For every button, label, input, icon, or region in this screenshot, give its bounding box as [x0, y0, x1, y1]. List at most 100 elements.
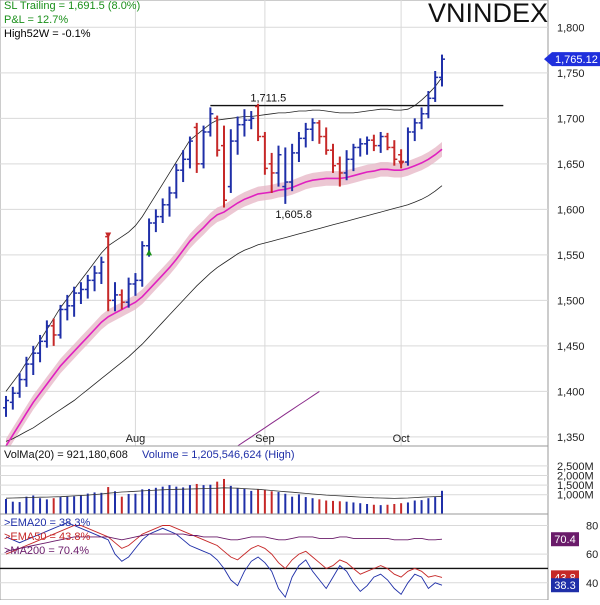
price-bar — [43, 320, 50, 348]
price-bar — [289, 143, 296, 192]
breadth-tick-label: 40 — [586, 578, 598, 590]
ema20-line — [5, 148, 443, 447]
breadth-value-label: 70.4 — [554, 534, 575, 546]
price-bar — [173, 163, 180, 199]
price-bar — [302, 122, 309, 148]
price-tick-label: 1,500 — [557, 295, 585, 307]
price-bar — [357, 138, 364, 157]
price-bar — [132, 273, 139, 296]
price-tick-label: 1,550 — [557, 250, 585, 262]
breadth-legend-entry: >MA200 = 70.4% — [4, 545, 89, 557]
volume-tick-label: 2,000M — [557, 470, 594, 482]
low-annotation-label: 1,605.8 — [275, 209, 312, 221]
breadth-legend-entry: >EMA20 = 38.3% — [4, 517, 90, 529]
price-tick-label: 1,700 — [557, 113, 585, 125]
volume-tick-label: 1,500M — [557, 480, 594, 492]
price-bar — [118, 289, 125, 310]
price-bar — [275, 145, 282, 187]
volume-frame — [0, 445, 549, 515]
price-bar — [391, 140, 398, 166]
breadth-value-tag — [551, 578, 579, 593]
volume-ma-line — [5, 487, 443, 499]
price-bar — [207, 107, 214, 137]
volume-ma-title: VolMa(20) = 921,180,608 — [4, 449, 128, 461]
resistance-label: 1,711.5 — [250, 93, 286, 105]
price-bar — [3, 395, 9, 417]
price-frame — [0, 0, 549, 447]
ma50-line — [5, 185, 443, 442]
price-bar — [384, 132, 391, 151]
price-bar — [139, 241, 146, 287]
price-bar — [350, 143, 357, 172]
info-line: P&L = 12.7% — [4, 14, 68, 26]
volume-tick-label: 2,500M — [557, 461, 594, 473]
price-tick-label: 1,350 — [557, 432, 585, 444]
price-bar — [50, 318, 57, 346]
price-bar — [193, 122, 200, 173]
price-bar — [309, 118, 316, 142]
price-bar — [9, 386, 16, 410]
price-bar — [343, 150, 350, 181]
price-bar — [364, 136, 371, 155]
price-bar — [418, 107, 425, 130]
price-bar — [125, 277, 132, 308]
price-tick-label: 1,400 — [557, 386, 585, 398]
price-bar — [261, 131, 268, 175]
last-price-label: 1,765.12 — [555, 54, 598, 66]
price-bar — [30, 345, 37, 376]
breadth-panel: 40 60 80 >EMA20 = 38.3% >EMA50 = 43.8% >MA200… — [0, 513, 598, 601]
price-bar — [98, 256, 105, 284]
volume-tick-label: 1,000M — [557, 490, 594, 502]
price-bar — [282, 147, 289, 204]
breadth-series-line — [5, 525, 443, 578]
up-arrow-icon — [146, 249, 153, 256]
price-bar — [180, 150, 187, 183]
breadth-legend-entry: >EMA50 = 43.8% — [4, 531, 90, 543]
last-price-tag — [544, 52, 600, 67]
price-bar — [268, 152, 275, 193]
price-tick-label: 1,600 — [557, 204, 585, 216]
price-bar — [16, 373, 23, 398]
price-bar — [186, 136, 193, 169]
price-bar — [91, 265, 98, 292]
price-bar — [404, 127, 411, 166]
price-bar — [64, 294, 71, 321]
price-bar — [227, 129, 234, 193]
price-bar — [370, 134, 377, 152]
breadth-value-label: 38.3 — [554, 580, 575, 592]
price-bar — [425, 91, 432, 119]
price-bar — [316, 120, 323, 144]
price-bar — [330, 143, 336, 173]
ma200-line — [237, 390, 320, 447]
price-bar — [112, 282, 118, 312]
breadth-series-line — [5, 522, 443, 599]
price-bar — [432, 70, 439, 102]
info-line: SL Trailing = 1,691.5 (8.0%) — [4, 0, 140, 12]
price-bar — [166, 186, 173, 217]
price-bar — [234, 116, 241, 155]
month-label: Aug — [126, 433, 146, 445]
price-tick-label: 1,750 — [557, 68, 585, 80]
price-bar — [439, 54, 445, 87]
price-bar — [159, 198, 166, 223]
breadth-value-tag — [551, 532, 579, 547]
bollinger-upper-line — [5, 77, 443, 392]
price-bar — [23, 356, 30, 387]
price-bar — [377, 131, 384, 153]
price-bar — [71, 286, 78, 317]
price-bar — [77, 282, 84, 305]
volume-title: Volume = 1,205,546,624 (High) — [142, 449, 295, 461]
price-bar — [37, 334, 44, 363]
price-bar — [295, 131, 302, 163]
price-bar — [200, 125, 207, 169]
price-bar — [84, 274, 91, 299]
price-bar — [248, 111, 255, 130]
price-bar — [152, 209, 159, 233]
info-line: High52W = -0.1% — [4, 28, 91, 40]
down-arrow-icon — [105, 232, 112, 239]
breadth-tick-label: 60 — [586, 549, 598, 561]
price-bar — [214, 115, 221, 157]
price-bar — [255, 103, 262, 142]
